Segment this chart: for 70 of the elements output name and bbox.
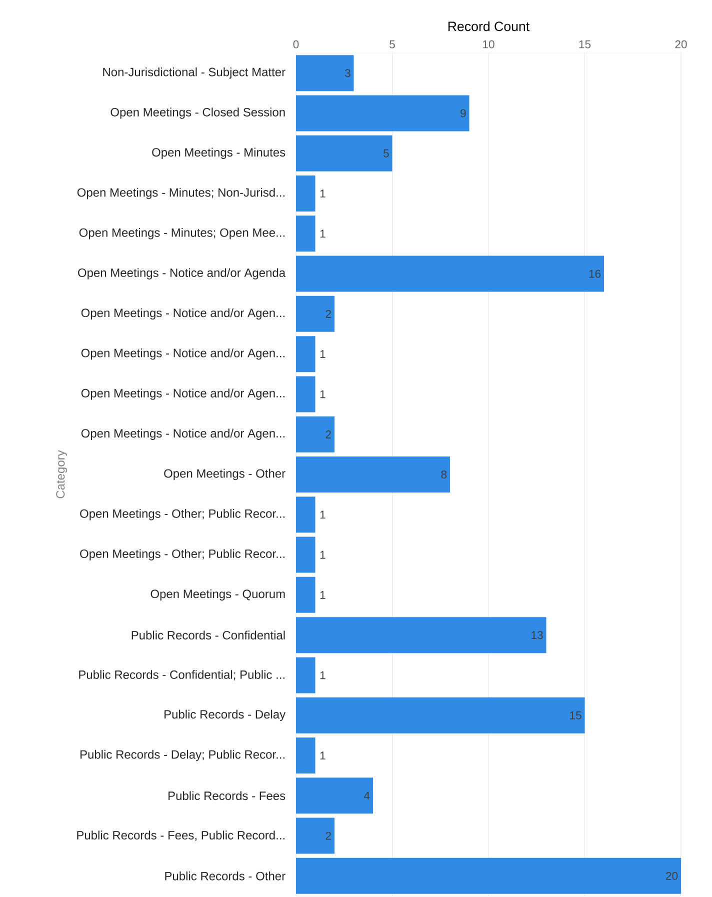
bar xyxy=(296,95,470,132)
y-tick-label: Public Records - Fees xyxy=(168,791,286,800)
x-tick-label: 0 xyxy=(293,40,299,48)
data-label: 16 xyxy=(589,270,601,278)
bar xyxy=(296,738,316,774)
bar xyxy=(296,176,316,212)
data-label: 13 xyxy=(532,631,543,640)
bar xyxy=(296,376,316,412)
y-tick-label: Public Records - Delay; Public Recor... xyxy=(80,750,284,762)
bar xyxy=(296,296,334,332)
y-tick-label: Open Meetings - Notice and/or Agen... xyxy=(81,388,284,400)
y-tick-label: Public Records - Fees, Public Record... xyxy=(77,830,284,841)
y-tick-label: Public Records - Delay xyxy=(164,710,286,721)
data-label: 1 xyxy=(320,671,326,680)
bar xyxy=(296,496,316,533)
data-label: 8 xyxy=(441,470,447,479)
bar xyxy=(296,336,316,372)
y-tick-label: Open Meetings - Other xyxy=(164,468,286,480)
y-tick-label: Open Meetings - Quorum xyxy=(150,589,285,601)
y-tick-label: Public Records - Other xyxy=(165,872,286,880)
y-tick-label: Open Meetings - Minutes; Open Mee... xyxy=(79,228,284,240)
y-tick-label: Non-Jurisdictional - Subject Matter xyxy=(103,67,286,79)
data-label: 1 xyxy=(320,550,326,559)
bar xyxy=(296,657,316,694)
bar xyxy=(296,858,681,894)
data-label: 1 xyxy=(320,591,326,599)
data-label: 15 xyxy=(570,711,582,720)
data-label: 2 xyxy=(326,832,331,840)
data-label: 1 xyxy=(320,190,326,198)
x-tick-label: 15 xyxy=(579,40,591,48)
data-label: 9 xyxy=(460,109,466,118)
bar xyxy=(296,456,450,493)
y-tick-label: Public Records - Confidential; Public ... xyxy=(79,670,284,680)
data-label: 1 xyxy=(320,510,326,519)
y-tick-label: Public Records - Confidential xyxy=(132,630,285,640)
x-tick-label: 5 xyxy=(390,40,395,48)
y-axis-title: Category xyxy=(56,450,68,498)
bar xyxy=(296,536,316,573)
bar xyxy=(296,135,392,172)
bar xyxy=(296,256,604,292)
bar xyxy=(296,778,373,814)
y-tick-label: Open Meetings - Notice and/or Agen... xyxy=(81,348,284,360)
bar xyxy=(296,818,334,854)
bar xyxy=(296,617,546,654)
data-label: 1 xyxy=(320,752,326,760)
bar xyxy=(296,216,316,252)
data-label: 5 xyxy=(383,149,389,158)
y-tick-label: Open Meetings - Notice and/or Agen... xyxy=(81,308,284,320)
bar xyxy=(296,55,354,92)
x-tick-label: 20 xyxy=(675,40,687,48)
data-label: 2 xyxy=(326,310,331,318)
bar xyxy=(296,576,316,613)
y-tick-label: Open Meetings - Other; Public Recor... xyxy=(80,549,284,560)
y-tick-label: Open Meetings - Minutes; Non-Jurisd... xyxy=(77,188,284,200)
y-tick-label: Open Meetings - Notice and/or Agen... xyxy=(81,428,284,440)
bar xyxy=(296,416,334,452)
data-label: 20 xyxy=(666,872,678,880)
x-tick-label: 10 xyxy=(483,40,494,48)
bar xyxy=(296,697,585,734)
data-label: 3 xyxy=(344,69,350,78)
y-tick-label: Open Meetings - Other; Public Recor... xyxy=(80,509,284,520)
y-tick-label: Open Meetings - Minutes xyxy=(152,148,286,159)
data-label: 1 xyxy=(320,390,326,398)
data-label: 1 xyxy=(320,230,326,238)
y-tick-label: Open Meetings - Notice and/or Agenda xyxy=(78,268,286,280)
y-tick-label: Open Meetings - Closed Session xyxy=(110,108,285,119)
data-label: 2 xyxy=(326,430,331,438)
data-label: 4 xyxy=(364,792,370,800)
data-label: 1 xyxy=(320,350,326,358)
x-axis-title: Record Count xyxy=(448,21,530,32)
